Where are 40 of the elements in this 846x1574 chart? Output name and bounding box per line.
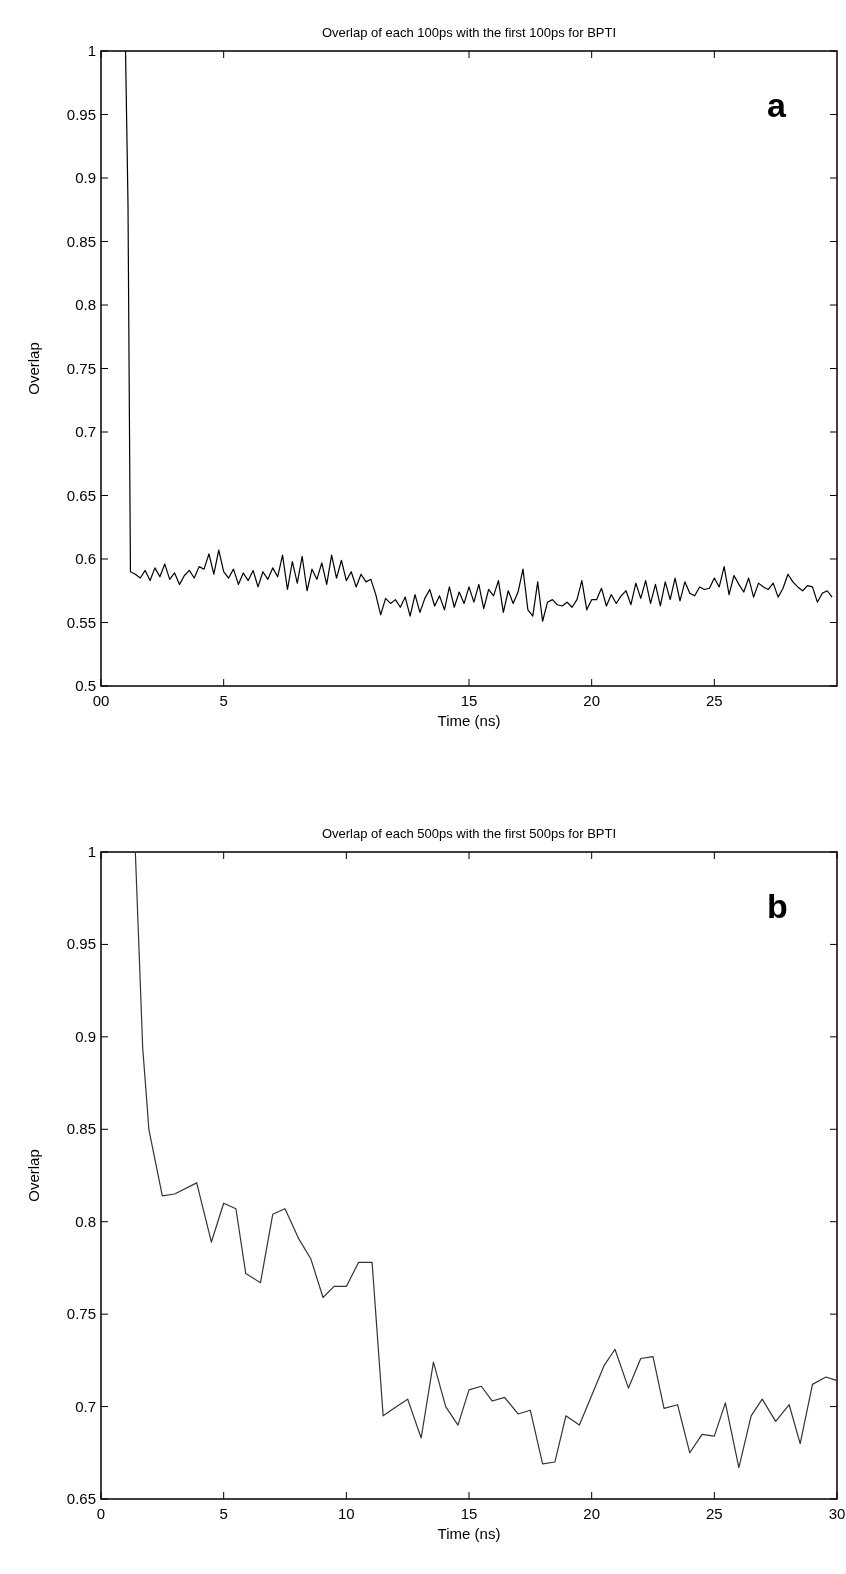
- x-tick-label: 5: [219, 692, 228, 709]
- y-tick-label: 0.85: [66, 1120, 96, 1138]
- y-tick-label: 0.7: [75, 1397, 96, 1415]
- x-tick-label: 30: [828, 1505, 846, 1522]
- y-tick-label: 0.55: [66, 613, 96, 631]
- chart-title: Overlap of each 100ps with the first 100ps for BPTI: [321, 25, 617, 40]
- y-tick-label: 0.9: [75, 169, 96, 186]
- annotation: b: [767, 887, 788, 925]
- y-axis-title: Overlap: [25, 342, 42, 395]
- y-tick-label: 1: [87, 843, 96, 860]
- x-tick-label: 20: [583, 1505, 601, 1522]
- x-axis-title: Time (ns): [437, 712, 501, 729]
- y-tick-label: 0.75: [66, 1305, 96, 1323]
- y-tick-label: 0.95: [66, 935, 96, 953]
- annotation: a: [767, 86, 787, 124]
- x-tick-label: 5: [219, 1505, 228, 1522]
- x-tick-label: 00: [92, 692, 110, 709]
- y-tick-label: 1: [87, 42, 96, 59]
- x-tick-label: 0: [96, 1505, 106, 1522]
- x-tick-label: 15: [460, 692, 478, 709]
- x-tick-label: 25: [705, 692, 723, 709]
- y-tick-label: 0.65: [66, 1490, 96, 1507]
- y-tick-label: 0.8: [75, 296, 96, 313]
- y-tick-label: 0.8: [75, 1212, 96, 1230]
- y-axis-title: Overlap: [25, 1149, 42, 1202]
- y-tick-label: 0.7: [75, 423, 96, 440]
- y-tick-label: 0.6: [75, 550, 96, 567]
- line-series: [134, 851, 838, 1469]
- y-tick-label: 0.85: [66, 232, 96, 250]
- y-tick-label: 0.5: [75, 677, 96, 694]
- y-tick-label: 0.65: [66, 486, 96, 504]
- chart-title: Overlap of each 500ps with the first 500ps for BPTI: [321, 826, 617, 841]
- y-tick-label: 0.95: [66, 105, 96, 123]
- y-tick-label: 0.9: [75, 1027, 96, 1045]
- x-tick-label: 20: [583, 692, 601, 709]
- x-axis-title: Time (ns): [437, 1525, 501, 1542]
- x-tick-label: 10: [337, 1505, 355, 1522]
- y-tick-label: 0.75: [66, 359, 96, 377]
- x-tick-label: 25: [705, 1505, 723, 1522]
- x-tick-label: 15: [460, 1505, 478, 1522]
